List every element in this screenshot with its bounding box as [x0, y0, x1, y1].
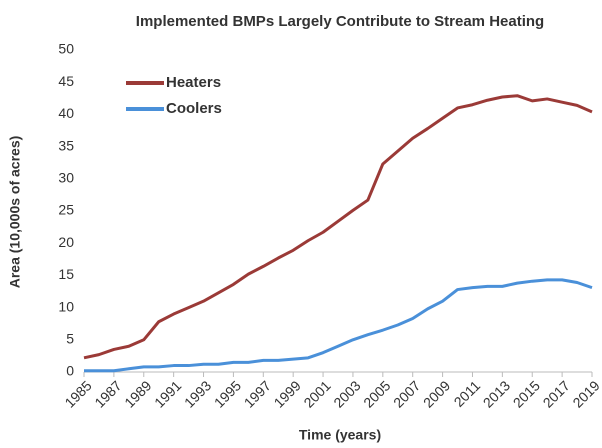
y-tick-label: 40: [58, 105, 74, 121]
x-tick-label: 2011: [451, 377, 484, 410]
legend-label: Heaters: [166, 74, 221, 91]
x-axis-label: Time (years): [299, 427, 381, 443]
y-tick-label: 5: [66, 331, 74, 347]
y-tick-label: 45: [58, 73, 74, 89]
y-tick-label: 50: [58, 41, 74, 57]
y-tick-label: 0: [66, 363, 74, 379]
x-tick-label: 2007: [390, 377, 423, 410]
x-tick-label: 1995: [211, 377, 244, 410]
x-tick-label: 2005: [360, 377, 393, 410]
x-tick-label: 2017: [540, 377, 573, 410]
x-tick-label: 2019: [569, 377, 602, 410]
y-tick-label: 10: [58, 298, 74, 314]
x-tick-label: 2001: [300, 377, 333, 410]
y-tick-label: 20: [58, 234, 74, 250]
chart-title: Implemented BMPs Largely Contribute to S…: [136, 13, 544, 30]
line-series: [83, 94, 593, 360]
x-tick-label: 1987: [91, 377, 124, 410]
x-tick-label: 2013: [480, 377, 513, 410]
x-tick-label: 1991: [151, 377, 184, 410]
y-tick-label: 35: [58, 137, 74, 153]
y-tick-label: 25: [58, 202, 74, 218]
y-tick-label: 15: [58, 266, 74, 282]
x-tick-label: 1985: [61, 377, 94, 410]
y-axis-label: Area (10,000s of acres): [7, 136, 23, 289]
x-tick-label: 1997: [241, 377, 274, 410]
line-series: [84, 278, 593, 373]
x-tick-label: 2015: [510, 377, 543, 410]
x-tick-label: 2009: [420, 377, 453, 410]
y-tick-label: 30: [58, 170, 74, 186]
legend-label: Coolers: [166, 100, 222, 117]
x-tick-label: 2003: [330, 377, 363, 410]
x-tick-label: 1999: [271, 377, 304, 410]
x-tick-label: 1989: [121, 377, 154, 410]
x-tick-label: 1993: [181, 377, 214, 410]
